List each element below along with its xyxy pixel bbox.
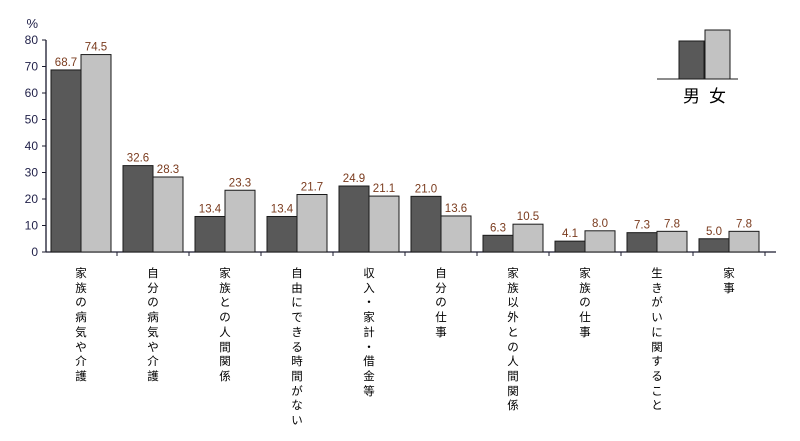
svg-text:40: 40 xyxy=(25,139,39,153)
svg-text:80: 80 xyxy=(25,33,39,47)
svg-text:13.6: 13.6 xyxy=(445,203,467,215)
svg-text:10: 10 xyxy=(25,219,39,233)
svg-text:%: % xyxy=(26,16,38,31)
svg-text:6.3: 6.3 xyxy=(490,222,506,234)
svg-text:20: 20 xyxy=(25,192,39,206)
svg-text:21.1: 21.1 xyxy=(373,183,395,195)
svg-text:10.5: 10.5 xyxy=(517,211,539,223)
svg-text:23.3: 23.3 xyxy=(229,177,251,189)
svg-text:24.9: 24.9 xyxy=(343,173,365,185)
svg-text:8.0: 8.0 xyxy=(592,218,608,230)
svg-text:4.1: 4.1 xyxy=(562,228,578,240)
svg-text:50: 50 xyxy=(25,113,39,127)
svg-text:7.8: 7.8 xyxy=(736,218,752,230)
svg-text:13.4: 13.4 xyxy=(271,203,294,215)
svg-text:28.3: 28.3 xyxy=(157,164,179,176)
svg-text:30: 30 xyxy=(25,166,39,180)
svg-text:男: 男 xyxy=(683,87,700,106)
svg-text:70: 70 xyxy=(25,60,39,74)
svg-text:60: 60 xyxy=(25,86,39,100)
svg-text:5.0: 5.0 xyxy=(706,226,722,238)
svg-text:13.4: 13.4 xyxy=(199,203,222,215)
svg-text:68.7: 68.7 xyxy=(55,57,77,69)
svg-text:0: 0 xyxy=(31,245,38,259)
svg-text:21.7: 21.7 xyxy=(301,182,323,194)
svg-text:21.0: 21.0 xyxy=(415,183,437,195)
svg-text:7.3: 7.3 xyxy=(634,220,650,232)
svg-text:32.6: 32.6 xyxy=(127,153,149,165)
svg-text:74.5: 74.5 xyxy=(85,42,107,54)
svg-text:女: 女 xyxy=(709,87,726,106)
svg-text:7.8: 7.8 xyxy=(664,218,680,230)
